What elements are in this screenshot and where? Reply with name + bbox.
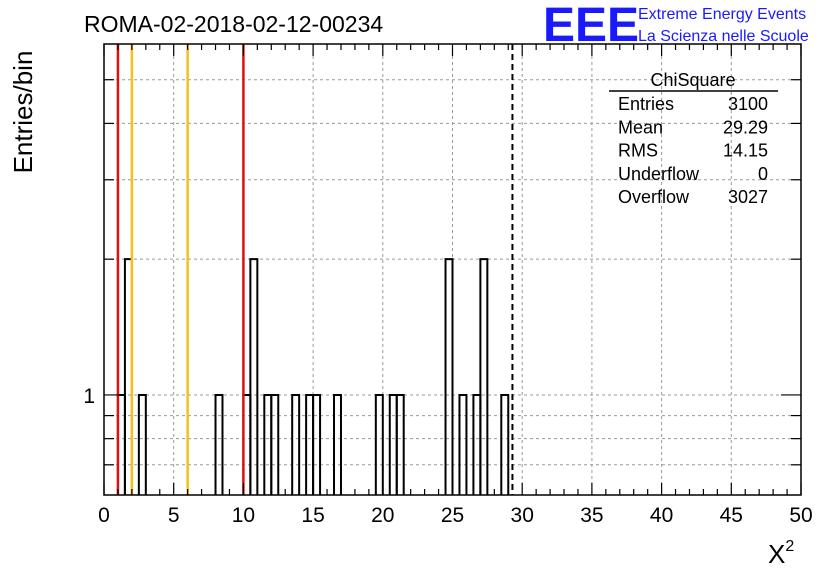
histogram-bar xyxy=(333,393,342,495)
stats-row-value: 0 xyxy=(758,164,768,184)
histogram-bar xyxy=(374,393,384,495)
histogram-bars xyxy=(116,258,510,495)
stats-rows: Entries 3100 Mean 29.29 RMS 14.15 Underflow 0 Ov… xyxy=(618,94,768,207)
stats-row-label: Underflow xyxy=(618,164,700,184)
x-tick-label: 30 xyxy=(511,504,534,527)
histogram-bar xyxy=(500,393,510,495)
histogram-bar xyxy=(458,393,468,495)
x-tick-label: 0 xyxy=(98,504,110,527)
x-tick-label: 20 xyxy=(371,504,394,527)
x-axis-ticks: 0 5 10 15 20 25 30 35 40 45 50 xyxy=(98,44,813,527)
histogram-bar xyxy=(270,393,280,495)
histogram-bar xyxy=(444,258,454,495)
x-axis-label: X2 xyxy=(768,538,794,569)
x-tick-label: 5 xyxy=(168,504,180,527)
histogram-bar xyxy=(214,393,224,495)
logo-line-2: La Scienza nelle Scuole xyxy=(638,28,809,45)
y-tick-label: 1 xyxy=(83,385,95,408)
x-tick-label: 40 xyxy=(650,504,673,527)
stats-row-label: Overflow xyxy=(618,187,690,207)
x-tick-label: 15 xyxy=(301,504,324,527)
histogram-bar xyxy=(263,393,273,495)
stats-row-label: RMS xyxy=(618,141,658,161)
histogram-bar xyxy=(472,393,482,495)
histogram-bar xyxy=(395,393,405,495)
stats-row-value: 3027 xyxy=(728,187,768,207)
x-tick-label: 35 xyxy=(580,504,603,527)
x-tick-label: 45 xyxy=(720,504,743,527)
stats-title: ChiSquare xyxy=(650,70,735,90)
x-tick-label: 50 xyxy=(789,504,812,527)
vertical-markers xyxy=(116,44,514,495)
histogram-bar xyxy=(479,258,489,495)
histogram-bar xyxy=(137,393,147,495)
x-tick-label: 25 xyxy=(441,504,464,527)
stats-row-label: Mean xyxy=(618,117,663,137)
stats-row-label: Entries xyxy=(618,94,674,114)
histogram-bar xyxy=(249,258,259,495)
y-axis-label: Entries/bin xyxy=(8,51,38,174)
histogram-bar xyxy=(312,393,322,495)
histogram-bar xyxy=(388,393,398,495)
y-axis-ticks: 1 xyxy=(83,79,801,466)
stats-box: ChiSquare Entries 3100 Mean 29.29 RMS 14.15 Un… xyxy=(609,70,778,207)
histogram-bar xyxy=(291,393,301,495)
x-tick-label: 10 xyxy=(232,504,255,527)
stats-row-value: 14.15 xyxy=(723,141,768,161)
stats-row-value: 29.29 xyxy=(723,117,768,137)
stats-row-value: 3100 xyxy=(728,94,768,114)
histogram-bar xyxy=(305,393,315,495)
logo-line-1: Extreme Energy Events xyxy=(638,6,806,23)
eee-logo: EEE Extreme Energy Events La Scienza nel… xyxy=(543,0,809,52)
chart-title: ROMA-02-2018-02-12-00234 xyxy=(84,11,383,37)
